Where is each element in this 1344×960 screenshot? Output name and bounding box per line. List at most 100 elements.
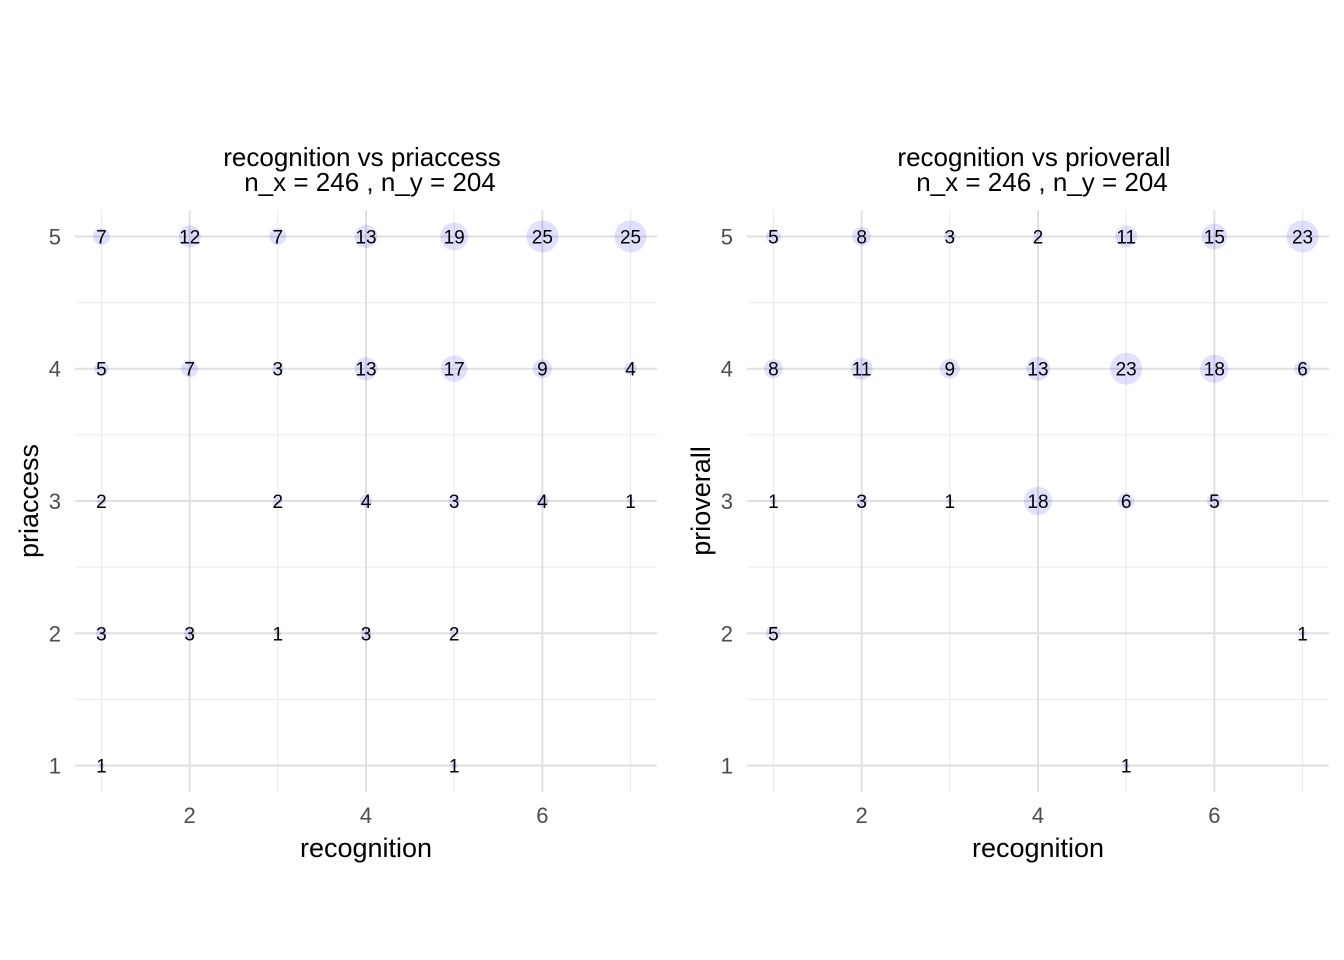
panel-title: recognition vs prioverall bbox=[897, 142, 1170, 172]
bubble-point bbox=[272, 363, 284, 375]
y-tick-label: 2 bbox=[49, 621, 61, 646]
y-tick-label: 5 bbox=[49, 224, 61, 249]
count-label: 7 bbox=[184, 360, 195, 381]
y-tick-label: 2 bbox=[721, 621, 733, 646]
count-label: 5 bbox=[768, 624, 779, 645]
chart-panel-2: 5 8 3 2 11 15 238 11 9 13 23 18 61 3 1 18 6 55 112 4 612345r… bbox=[686, 142, 1329, 863]
count-label: 3 bbox=[449, 492, 460, 513]
bubble-point bbox=[269, 227, 287, 245]
count-label: 23 bbox=[1292, 227, 1313, 248]
count-label: 1 bbox=[273, 624, 284, 645]
count-label: 6 bbox=[1121, 492, 1132, 513]
bubble-point bbox=[354, 224, 378, 248]
bubble-point bbox=[1122, 762, 1130, 769]
bubble-point bbox=[1033, 231, 1043, 242]
bubble-point bbox=[1115, 225, 1138, 248]
panel-subtitle: n_x = 246 , n_y = 204 bbox=[244, 167, 496, 197]
count-label: 25 bbox=[620, 227, 641, 248]
bubble-point bbox=[440, 222, 469, 251]
bubble-point bbox=[526, 220, 559, 253]
bubble-point bbox=[449, 628, 459, 638]
count-label: 7 bbox=[273, 227, 284, 248]
count-label: 1 bbox=[625, 492, 636, 513]
bubble-point bbox=[614, 220, 647, 253]
y-tick-label: 4 bbox=[721, 357, 733, 382]
count-label: 7 bbox=[96, 227, 107, 248]
bubble-point bbox=[1294, 360, 1311, 377]
bubble-point bbox=[1299, 629, 1306, 637]
count-label: 1 bbox=[1121, 757, 1132, 778]
count-label: 8 bbox=[856, 227, 867, 248]
count-label: 3 bbox=[96, 624, 107, 645]
count-label: 15 bbox=[1204, 227, 1225, 248]
y-tick-label: 5 bbox=[721, 224, 733, 249]
count-label: 4 bbox=[537, 492, 548, 513]
count-label: 1 bbox=[1297, 624, 1308, 645]
count-label: 5 bbox=[768, 227, 779, 248]
bubble-point bbox=[1201, 223, 1228, 250]
count-label: 4 bbox=[625, 360, 636, 381]
count-label: 3 bbox=[273, 360, 284, 381]
bubble-point bbox=[855, 495, 868, 507]
bubble-point bbox=[92, 227, 110, 245]
count-label: 1 bbox=[768, 492, 779, 513]
bubble-point bbox=[1023, 486, 1053, 516]
y-axis-label: prioverall bbox=[686, 446, 716, 556]
bubble-point bbox=[765, 625, 781, 641]
bubble-point bbox=[1025, 356, 1051, 381]
bubble-point bbox=[354, 357, 378, 381]
bubble-point bbox=[98, 762, 105, 769]
x-axis-label: recognition bbox=[972, 833, 1104, 863]
y-tick-label: 4 bbox=[49, 357, 61, 382]
bubble-point bbox=[274, 630, 282, 637]
bubble-point bbox=[440, 355, 468, 382]
count-label: 3 bbox=[361, 624, 372, 645]
count-label: 19 bbox=[444, 227, 465, 248]
bubble-point bbox=[532, 359, 552, 379]
bubble-point bbox=[178, 225, 201, 248]
count-label: 11 bbox=[1116, 227, 1136, 248]
count-label: 3 bbox=[184, 624, 195, 645]
x-tick-label: 6 bbox=[536, 803, 548, 828]
bubble-point bbox=[94, 361, 109, 376]
count-label: 3 bbox=[856, 492, 867, 513]
count-label: 1 bbox=[449, 757, 460, 778]
count-label: 17 bbox=[444, 360, 465, 381]
bubble-point bbox=[96, 496, 106, 506]
bubble-point bbox=[184, 627, 196, 639]
x-tick-label: 6 bbox=[1208, 803, 1220, 828]
count-label: 1 bbox=[96, 757, 107, 778]
x-tick-label: 4 bbox=[360, 803, 372, 828]
bubble-point bbox=[1110, 352, 1143, 385]
bubble-point bbox=[450, 762, 458, 769]
bubble-point bbox=[850, 357, 873, 380]
x-tick-label: 2 bbox=[184, 803, 196, 828]
count-label: 2 bbox=[1033, 227, 1044, 248]
bubble-point bbox=[765, 228, 781, 244]
count-label: 3 bbox=[945, 227, 956, 248]
count-label: 13 bbox=[355, 360, 376, 381]
bubble-point bbox=[770, 497, 777, 505]
bubble-point bbox=[852, 227, 872, 246]
bubble-point bbox=[939, 358, 960, 379]
bubble-point bbox=[1206, 493, 1222, 509]
bubble-point bbox=[624, 362, 637, 376]
x-tick-label: 4 bbox=[1032, 803, 1044, 828]
count-label: 13 bbox=[355, 227, 376, 248]
count-label: 1 bbox=[945, 492, 956, 513]
y-tick-label: 3 bbox=[49, 489, 61, 514]
count-label: 12 bbox=[179, 227, 200, 248]
y-axis-label: priaccess bbox=[14, 444, 44, 558]
count-label: 9 bbox=[537, 360, 548, 381]
bubble-point bbox=[764, 359, 783, 379]
count-label: 5 bbox=[1209, 492, 1220, 513]
count-label: 9 bbox=[945, 360, 956, 381]
count-label: 13 bbox=[1027, 360, 1048, 381]
bubble-point bbox=[535, 494, 549, 508]
y-tick-label: 1 bbox=[49, 754, 61, 779]
bubble-point bbox=[181, 360, 199, 378]
bubble-point bbox=[944, 230, 956, 243]
bubble-point bbox=[1286, 220, 1319, 253]
count-label: 23 bbox=[1116, 360, 1137, 381]
